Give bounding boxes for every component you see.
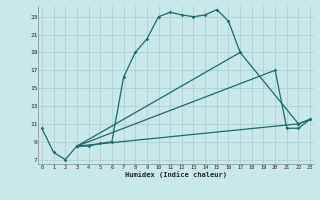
X-axis label: Humidex (Indice chaleur): Humidex (Indice chaleur) bbox=[125, 171, 227, 178]
